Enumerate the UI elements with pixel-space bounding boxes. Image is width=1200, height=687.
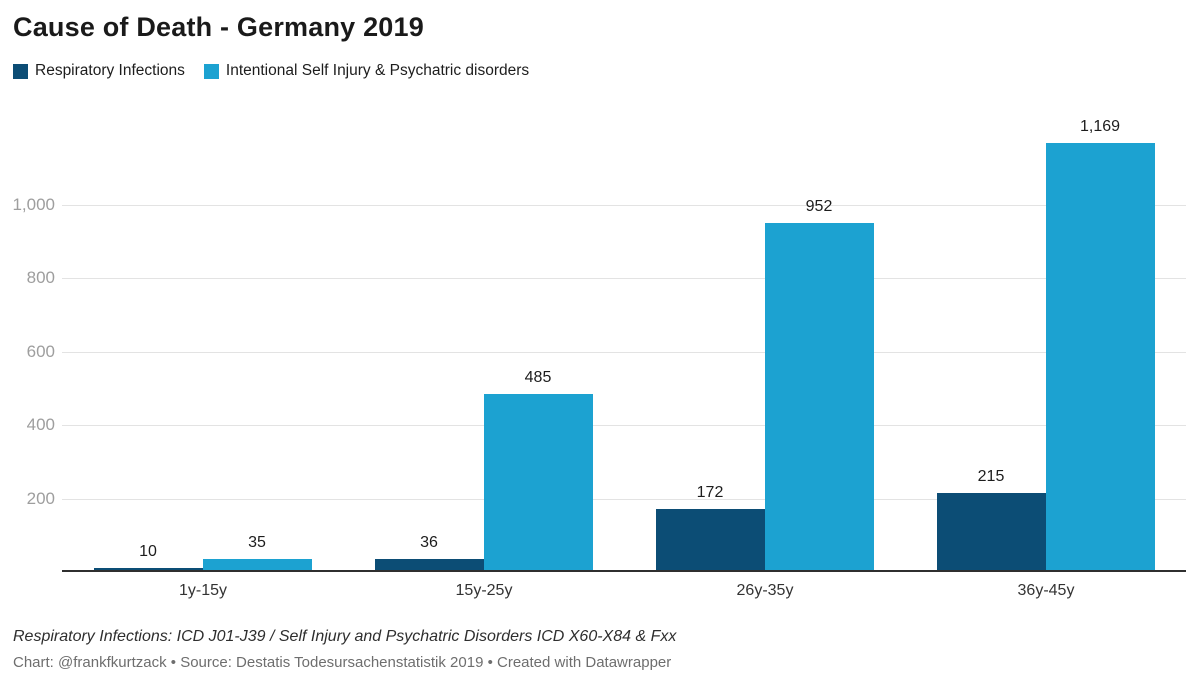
value-label-self-injury-15y-25y: 485 xyxy=(524,369,552,386)
y-axis-tick-label: 200 xyxy=(26,489,55,508)
value-label-respiratory-26y-35y: 172 xyxy=(696,484,724,501)
value-label-self-injury-36y-45y: 1,169 xyxy=(1079,118,1121,135)
bar-respiratory-15y-25y xyxy=(375,559,484,572)
x-axis-line xyxy=(62,570,1186,572)
bar-self-injury-1y-15y xyxy=(203,559,312,572)
x-axis-category-label: 15y-25y xyxy=(455,582,513,599)
bar-self-injury-36y-45y xyxy=(1046,143,1155,572)
legend-label-self-injury: Intentional Self Injury & Psychatric dis… xyxy=(225,62,530,79)
bar-respiratory-26y-35y xyxy=(656,509,765,572)
gridline xyxy=(62,425,1186,426)
value-label-respiratory-1y-15y: 10 xyxy=(139,543,157,560)
legend-label-respiratory-infections: Respiratory Infections xyxy=(35,62,185,79)
bar-respiratory-36y-45y xyxy=(937,493,1046,572)
bar-self-injury-15y-25y xyxy=(484,394,593,572)
value-label-self-injury-1y-15y: 35 xyxy=(248,534,266,551)
y-axis-tick-label: 800 xyxy=(26,268,55,287)
chart-notes: Respiratory Infections: ICD J01-J39 / Se… xyxy=(13,628,677,645)
legend: Respiratory Infections Intentional Self … xyxy=(13,62,529,80)
legend-swatch-respiratory-infections xyxy=(13,63,28,79)
value-label-self-injury-26y-35y: 952 xyxy=(805,198,833,215)
gridline xyxy=(62,352,1186,353)
legend-swatch-self-injury xyxy=(203,63,219,79)
gridline xyxy=(62,499,1186,500)
y-axis-tick-label: 1,000 xyxy=(12,195,55,214)
chart-byline: Chart: @frankfkurtzack • Source: Destati… xyxy=(13,654,672,671)
value-label-respiratory-15y-25y: 36 xyxy=(420,534,438,551)
x-axis-category-label: 36y-45y xyxy=(1017,582,1075,599)
gridline xyxy=(62,205,1186,206)
gridline xyxy=(62,278,1186,279)
bar-self-injury-26y-35y xyxy=(765,223,874,572)
legend-item-self-injury: Intentional Self Injury & Psychatric dis… xyxy=(203,62,530,80)
legend-item-respiratory-infections: Respiratory Infections xyxy=(13,62,185,80)
x-axis-category-label: 1y-15y xyxy=(178,582,228,599)
y-axis-tick-label: 400 xyxy=(26,415,55,434)
chart-title: Cause of Death - Germany 2019 xyxy=(13,12,424,42)
x-axis-category-label: 26y-35y xyxy=(736,582,794,599)
y-axis-tick-label: 600 xyxy=(26,342,55,361)
value-label-respiratory-36y-45y: 215 xyxy=(977,468,1005,485)
